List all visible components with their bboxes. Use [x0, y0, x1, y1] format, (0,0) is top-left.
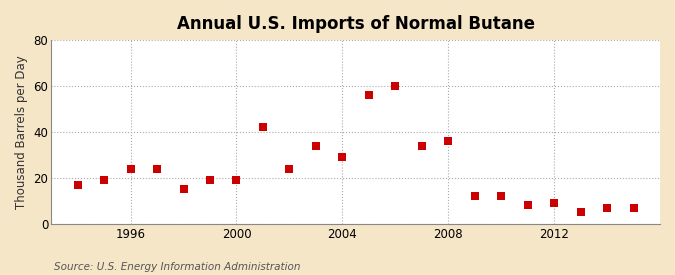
- Point: [495, 194, 506, 198]
- Point: [231, 178, 242, 182]
- Point: [363, 93, 374, 97]
- Text: Source: U.S. Energy Information Administration: Source: U.S. Energy Information Administ…: [54, 262, 300, 272]
- Point: [443, 139, 454, 143]
- Point: [628, 205, 639, 210]
- Point: [337, 155, 348, 159]
- Point: [284, 166, 295, 171]
- Point: [178, 187, 189, 191]
- Point: [152, 166, 163, 171]
- Point: [72, 182, 83, 187]
- Y-axis label: Thousand Barrels per Day: Thousand Barrels per Day: [15, 55, 28, 209]
- Point: [575, 210, 586, 214]
- Point: [126, 166, 136, 171]
- Point: [469, 194, 480, 198]
- Point: [205, 178, 215, 182]
- Point: [390, 84, 401, 88]
- Title: Annual U.S. Imports of Normal Butane: Annual U.S. Imports of Normal Butane: [177, 15, 535, 33]
- Point: [99, 178, 109, 182]
- Point: [416, 143, 427, 148]
- Point: [522, 203, 533, 207]
- Point: [549, 201, 560, 205]
- Point: [258, 125, 269, 130]
- Point: [601, 205, 612, 210]
- Point: [310, 143, 321, 148]
